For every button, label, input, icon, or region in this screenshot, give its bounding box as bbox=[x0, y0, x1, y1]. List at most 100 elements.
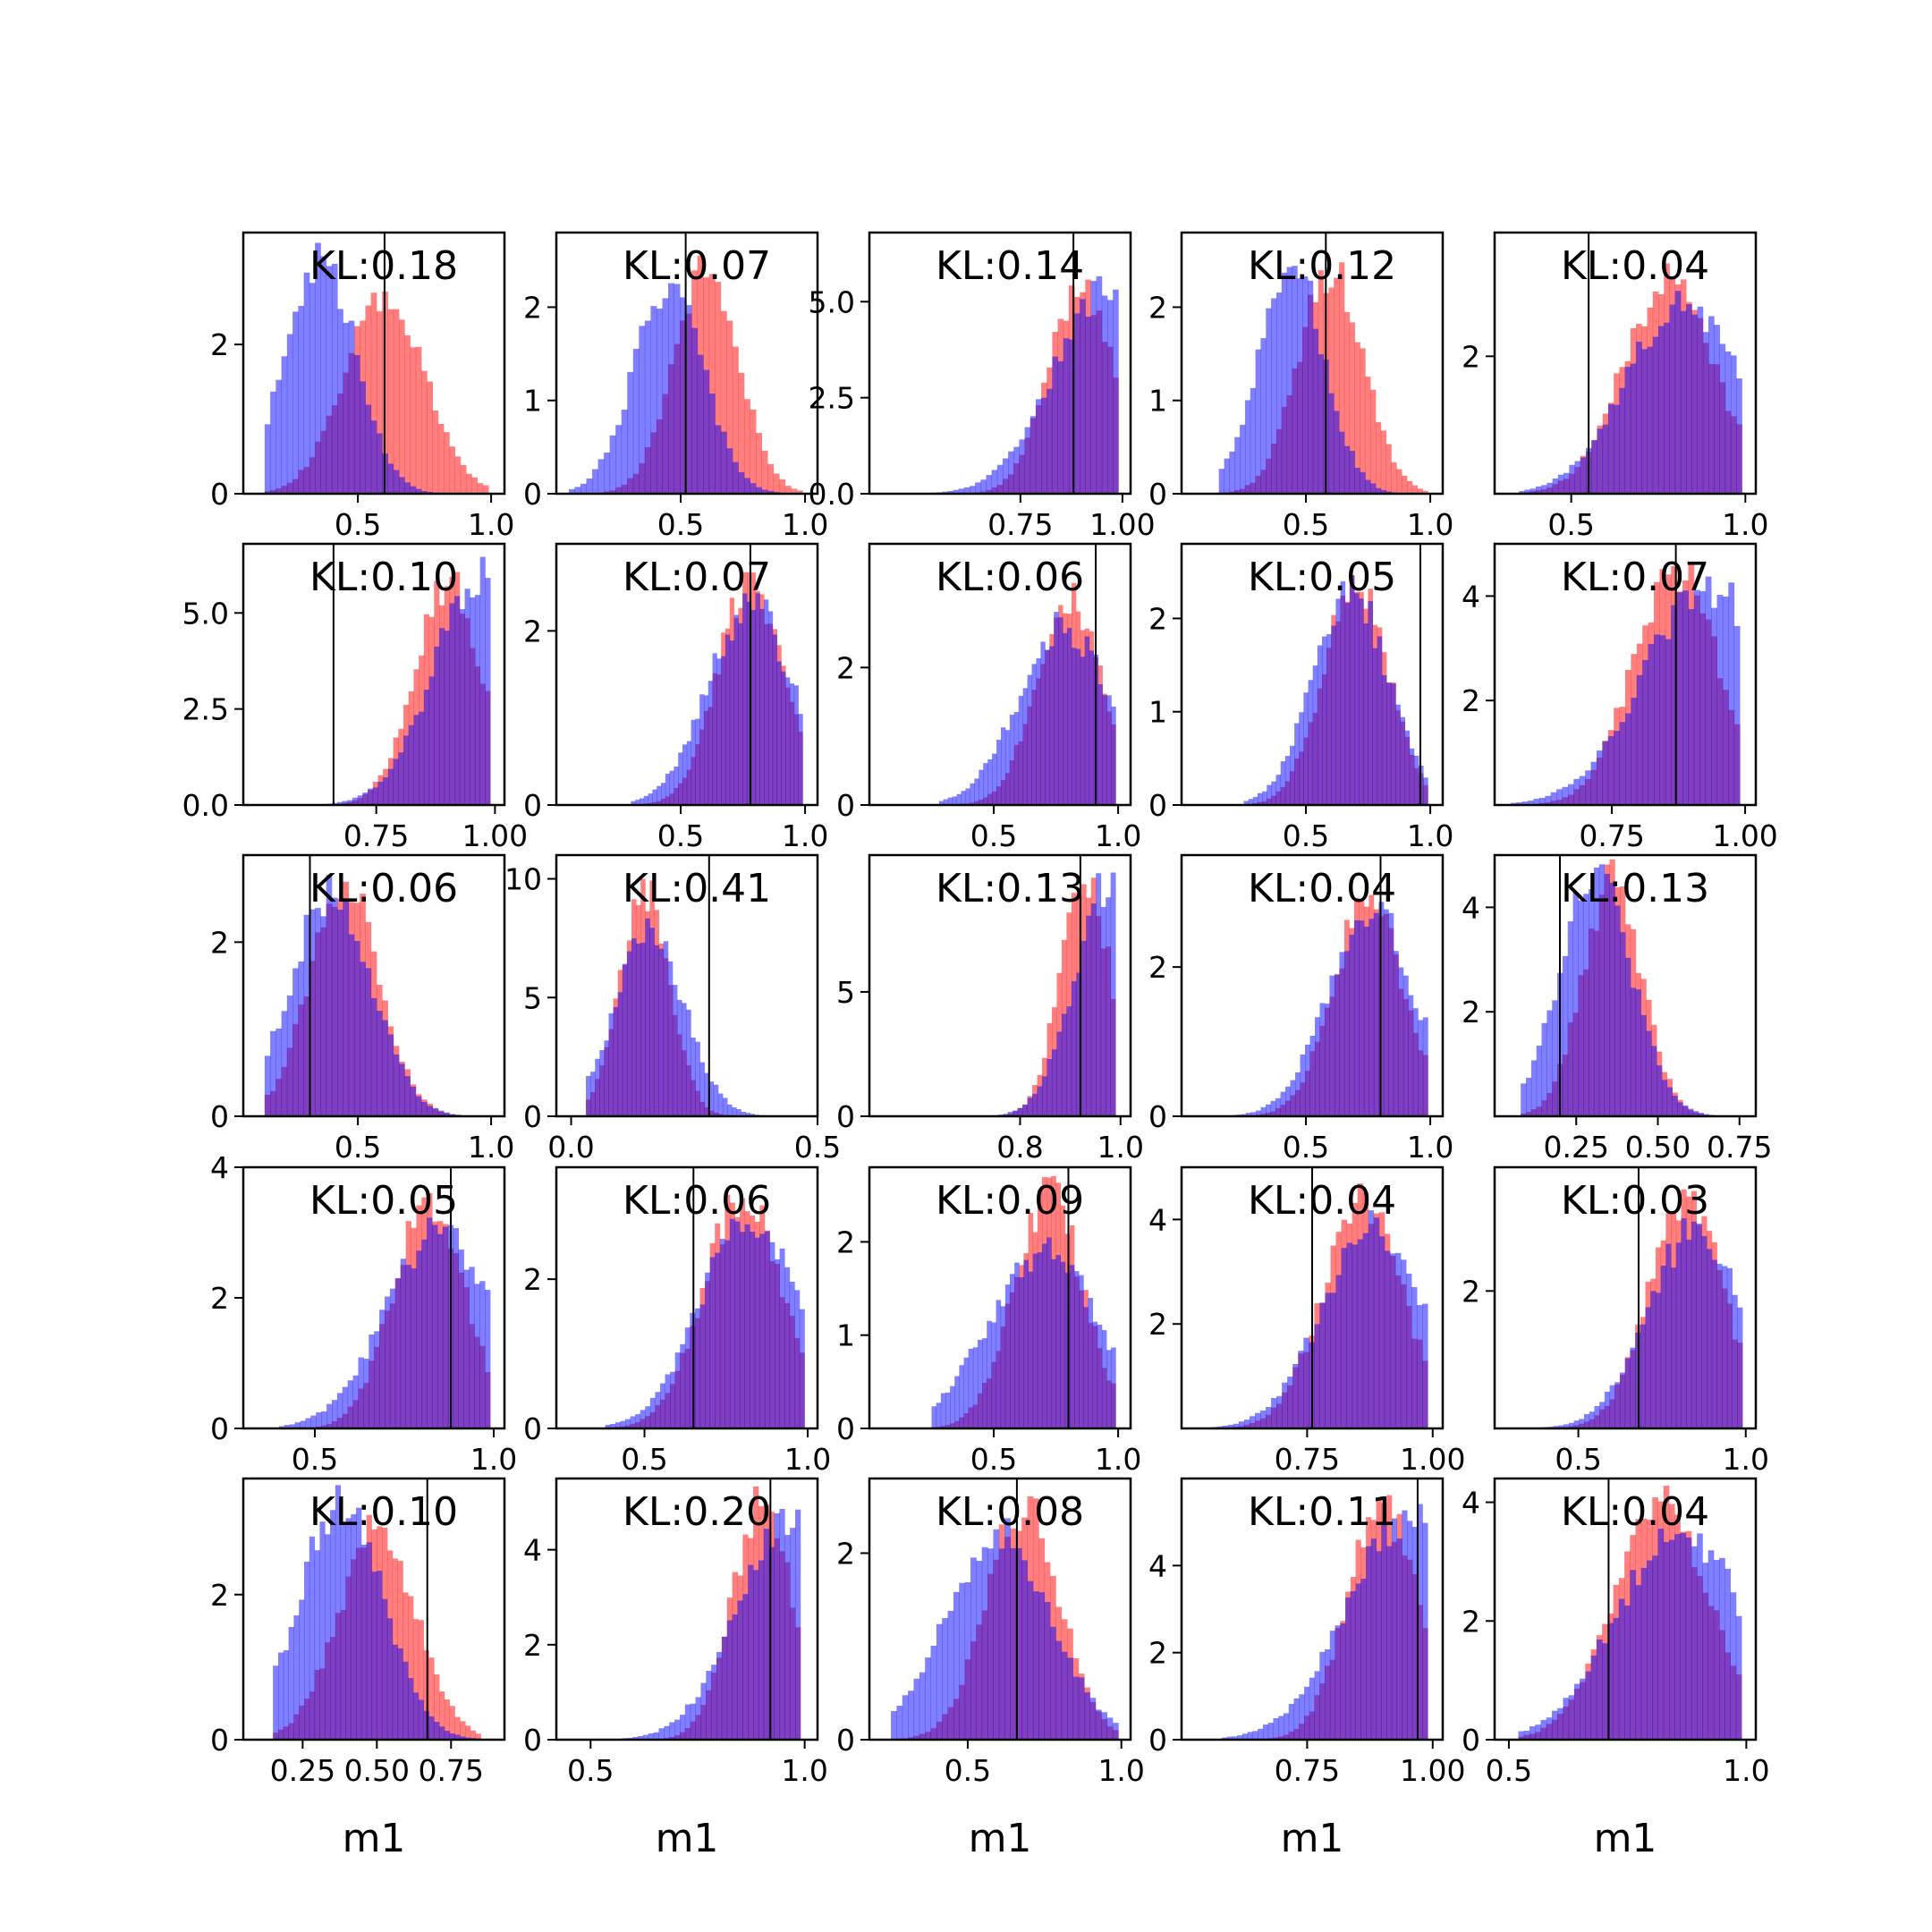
red-bar bbox=[1339, 262, 1345, 494]
x-tick-label: 0.5 bbox=[970, 818, 1017, 853]
blue-bar bbox=[273, 1665, 279, 1740]
blue-bar bbox=[715, 1252, 721, 1428]
kl-annotation: KL:0.10 bbox=[309, 555, 458, 600]
blue-bar bbox=[712, 653, 717, 805]
blue-bar bbox=[1563, 1424, 1570, 1428]
blue-bar bbox=[1063, 632, 1068, 805]
blue-bar bbox=[1074, 313, 1080, 494]
blue-bar bbox=[1523, 1730, 1530, 1740]
x-tick-label: 1.0 bbox=[1407, 818, 1453, 853]
blue-bar bbox=[1260, 338, 1267, 494]
blue-bar bbox=[1696, 1224, 1702, 1428]
x-tick-label: 0.0 bbox=[547, 1130, 594, 1165]
blue-bar bbox=[1562, 786, 1569, 805]
blue-bar bbox=[1664, 322, 1670, 494]
blue-bar bbox=[1672, 1096, 1678, 1116]
kl-annotation: KL:0.20 bbox=[623, 1489, 771, 1535]
blue-bar bbox=[1589, 1411, 1595, 1428]
blue-bar bbox=[1602, 741, 1609, 805]
blue-bar bbox=[1007, 1112, 1013, 1116]
blue-bar bbox=[654, 945, 659, 1116]
blue-bar bbox=[1722, 596, 1729, 805]
y-tick-label: 2 bbox=[836, 650, 855, 685]
y-tick-label: 4 bbox=[1462, 579, 1480, 614]
blue-bar bbox=[1642, 659, 1649, 805]
blue-bar bbox=[940, 1393, 946, 1428]
blue-bar bbox=[727, 1104, 733, 1116]
blue-bar bbox=[330, 1510, 336, 1740]
x-tick-label: 0.75 bbox=[1275, 1442, 1340, 1477]
blue-bar bbox=[1411, 1286, 1418, 1428]
blue-bar bbox=[1084, 1692, 1090, 1740]
blue-bar bbox=[463, 1269, 470, 1428]
blue-bar bbox=[360, 962, 366, 1116]
blue-bar bbox=[325, 1534, 331, 1740]
blue-bar bbox=[613, 1006, 619, 1116]
blue-bar bbox=[348, 320, 355, 494]
blue-bar bbox=[1307, 280, 1314, 494]
blue-bar bbox=[1042, 1076, 1047, 1116]
blue-bar bbox=[1651, 1046, 1657, 1116]
blue-bar bbox=[740, 1232, 746, 1428]
blue-bar bbox=[1388, 912, 1394, 1116]
blue-bar bbox=[742, 593, 748, 805]
blue-bar bbox=[1076, 972, 1082, 1116]
blue-bar bbox=[1354, 468, 1360, 494]
blue-bar bbox=[326, 1403, 333, 1428]
blue-bar bbox=[428, 1716, 435, 1740]
blue-bar bbox=[353, 354, 360, 494]
blue-bar bbox=[699, 1062, 705, 1116]
blue-bar bbox=[419, 711, 425, 805]
blue-bar bbox=[992, 753, 997, 805]
axes-frame bbox=[1493, 231, 1758, 496]
blue-bar bbox=[1688, 609, 1695, 805]
blue-bar bbox=[691, 327, 699, 494]
blue-bar bbox=[1319, 1003, 1326, 1116]
blue-bar bbox=[1341, 1248, 1348, 1428]
blue-bar bbox=[972, 1347, 979, 1428]
blue-bar bbox=[627, 371, 634, 494]
blue-bar bbox=[379, 1309, 386, 1428]
blue-bar bbox=[377, 1571, 383, 1740]
blue-bar bbox=[1111, 1347, 1116, 1428]
blue-bar bbox=[726, 448, 733, 494]
blue-bar bbox=[1340, 1623, 1346, 1740]
axes-frame bbox=[1493, 853, 1758, 1118]
red-bar bbox=[465, 1725, 471, 1740]
blue-bar bbox=[1697, 306, 1704, 494]
x-tick-label: 1.00 bbox=[462, 818, 528, 853]
blue-bar bbox=[597, 459, 605, 494]
blue-bar bbox=[1714, 325, 1720, 494]
blue-bar bbox=[1597, 428, 1604, 494]
histogram-bars bbox=[963, 872, 1116, 1116]
blue-bar bbox=[655, 1392, 661, 1428]
blue-bar bbox=[1055, 1255, 1061, 1428]
blue-bar bbox=[1339, 952, 1345, 1116]
blue-bar bbox=[1349, 934, 1355, 1116]
blue-bar bbox=[674, 284, 681, 494]
panel-4-4: 0.75 1.00 2 4 KL:0.04 bbox=[1148, 1165, 1466, 1477]
blue-bar bbox=[353, 941, 360, 1116]
histogram-bars bbox=[605, 1194, 805, 1428]
y-tick-label: 2 bbox=[1462, 995, 1480, 1030]
blue-bar bbox=[1013, 1110, 1019, 1116]
axes-frame bbox=[868, 1477, 1132, 1741]
blue-bar bbox=[1112, 1723, 1119, 1740]
x-axis-label: m1 bbox=[1594, 1816, 1657, 1861]
blue-bar bbox=[1545, 795, 1552, 805]
blue-bar bbox=[742, 1594, 749, 1740]
blue-bar bbox=[1705, 576, 1712, 805]
blue-bar bbox=[793, 685, 799, 805]
blue-bar bbox=[722, 1097, 728, 1116]
blue-bar bbox=[1021, 1560, 1028, 1740]
blue-bar bbox=[678, 752, 683, 805]
blue-bar bbox=[335, 1485, 342, 1740]
blue-bar bbox=[1282, 1382, 1288, 1428]
blue-bar bbox=[614, 1422, 621, 1428]
blue-bar bbox=[691, 1038, 696, 1116]
y-tick-label: 10 bbox=[504, 862, 542, 897]
blue-bar bbox=[1368, 601, 1373, 805]
axes-frame bbox=[1493, 1477, 1758, 1741]
histogram-bars bbox=[279, 1192, 491, 1428]
blue-bar bbox=[908, 1690, 914, 1740]
